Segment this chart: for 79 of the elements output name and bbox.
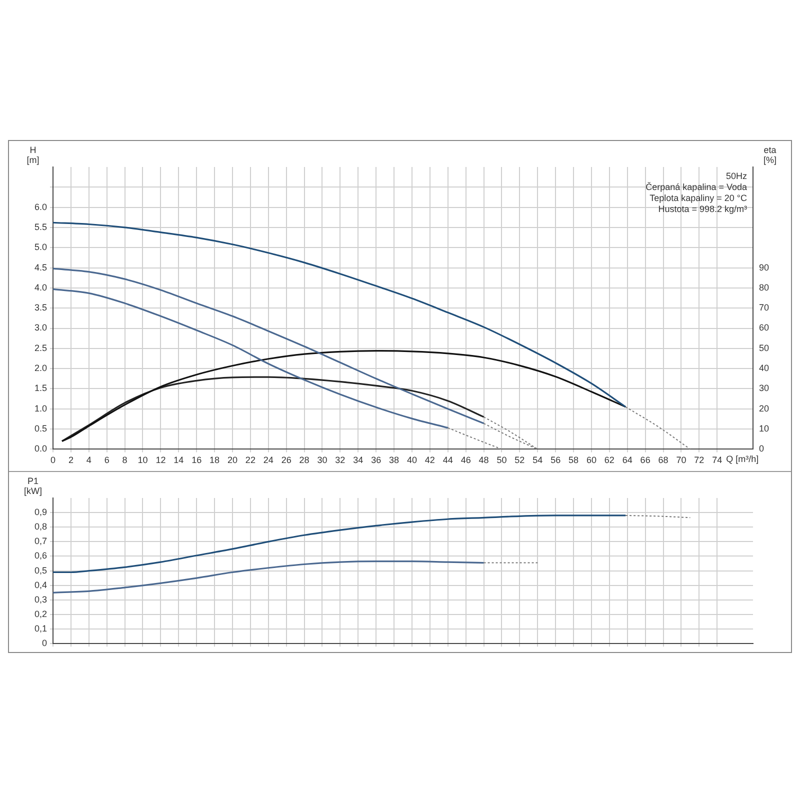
x-tick-label: 74 xyxy=(712,455,722,466)
y-tick-label: 3.0 xyxy=(34,322,47,333)
y-tick-label: 0,2 xyxy=(34,608,47,619)
x-tick-label: 30 xyxy=(317,455,328,466)
x-tick-label: 42 xyxy=(424,455,435,466)
x-tick-label: 56 xyxy=(550,455,561,466)
y2-tick-label: 0 xyxy=(759,444,764,454)
y-tick-label: 0,1 xyxy=(34,624,47,634)
y2-tick-label: 40 xyxy=(759,363,770,374)
x-tick-label: 2 xyxy=(68,455,74,466)
x-tick-label: 8 xyxy=(122,455,128,466)
x-tick-label: 26 xyxy=(281,455,292,466)
y2-tick-label: 80 xyxy=(759,282,770,292)
x-tick-label: 44 xyxy=(442,455,453,466)
y-tick-label: 0,3 xyxy=(34,594,47,604)
x-tick-label: 72 xyxy=(694,455,704,466)
x-tick-label: 12 xyxy=(156,455,166,466)
x-tick-label: 50 xyxy=(496,455,507,466)
y-tick-label: 0,4 xyxy=(34,580,47,590)
y-tick-label: 0,7 xyxy=(34,536,47,546)
annotation: Čerpaná kapalina = Voda xyxy=(646,182,747,192)
x-tick-label: 54 xyxy=(532,455,543,466)
y-axis-title: H [m] xyxy=(26,145,40,165)
y-tick-label: 4.0 xyxy=(34,282,47,292)
y2-tick-label: 30 xyxy=(759,383,770,394)
y-tick-label: 1.5 xyxy=(34,383,47,394)
y2-tick-label: 20 xyxy=(759,403,770,414)
x-tick-label: 60 xyxy=(586,455,596,466)
x-tick-label: 14 xyxy=(174,455,184,466)
y-tick-label: 0,9 xyxy=(34,507,47,518)
x-tick-label: 6 xyxy=(104,455,110,466)
y-tick-label: 2.5 xyxy=(34,342,47,353)
y-tick-label: 0,5 xyxy=(34,565,47,576)
y-tick-label: 5.0 xyxy=(34,242,47,252)
x-tick-label: 58 xyxy=(568,455,579,466)
y2-axis-title: eta [%] xyxy=(763,145,777,165)
x-tick-label: 52 xyxy=(514,455,525,466)
x-tick-label: 46 xyxy=(460,455,471,466)
y2-tick-label: 90 xyxy=(759,262,770,272)
y-tick-label: 4.5 xyxy=(34,262,47,272)
annotation: Teplota kapaliny = 20 °C xyxy=(650,193,748,203)
x-tick-label: 34 xyxy=(353,455,364,466)
y-tick-label: 0,6 xyxy=(34,550,47,561)
x-tick-label: 24 xyxy=(263,455,274,466)
y2-tick-label: 10 xyxy=(759,424,770,434)
x-tick-label: 40 xyxy=(406,455,417,466)
x-tick-label: 28 xyxy=(299,455,310,466)
x-tick-label: 20 xyxy=(227,455,238,466)
y-tick-label: 0 xyxy=(42,638,47,648)
annotation: Hustota = 998.2 kg/m³ xyxy=(658,204,747,214)
y-tick-label: 1.0 xyxy=(34,403,47,414)
x-axis-title: Q [m³/h] xyxy=(726,454,759,464)
y-tick-label: 5.5 xyxy=(34,222,47,232)
x-tick-label: 22 xyxy=(245,455,256,466)
x-tick-label: 64 xyxy=(622,455,632,466)
x-tick-label: 36 xyxy=(371,455,382,466)
y2-tick-label: 60 xyxy=(759,322,770,333)
y-tick-label: 0.5 xyxy=(34,424,47,434)
y2-tick-label: 70 xyxy=(759,302,770,313)
annotation: 50Hz xyxy=(726,171,748,181)
y-tick-label: 2.0 xyxy=(34,363,47,374)
y-tick-label: 0.0 xyxy=(34,444,47,454)
y-tick-label: 6.0 xyxy=(34,202,47,212)
x-tick-label: 18 xyxy=(210,455,220,466)
x-tick-label: 38 xyxy=(389,455,400,466)
y-tick-label: 3.5 xyxy=(34,302,47,313)
x-tick-label: 48 xyxy=(478,455,489,466)
x-tick-label: 16 xyxy=(192,455,202,466)
x-tick-label: 62 xyxy=(604,455,614,466)
y-axis-title: P1 [kW] xyxy=(24,476,42,496)
x-tick-label: 0 xyxy=(50,455,56,466)
x-tick-label: 70 xyxy=(676,455,686,466)
y-tick-label: 0,8 xyxy=(34,522,47,532)
x-tick-label: 32 xyxy=(335,455,346,466)
x-tick-label: 10 xyxy=(138,455,148,466)
x-tick-label: 68 xyxy=(658,455,668,466)
y2-tick-label: 50 xyxy=(759,342,770,353)
x-tick-label: 4 xyxy=(86,455,92,466)
x-tick-label: 66 xyxy=(640,455,650,466)
